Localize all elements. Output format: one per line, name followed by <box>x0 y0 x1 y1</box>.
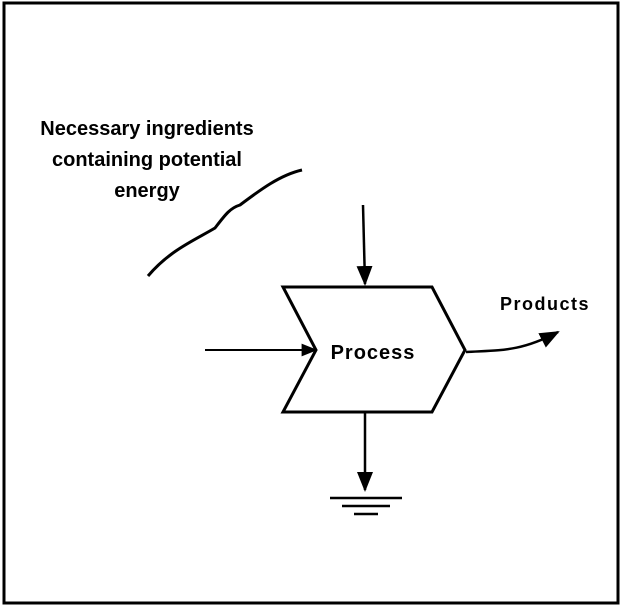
arrow-products <box>465 330 560 354</box>
process-label: Process <box>331 342 416 364</box>
label-line: containing potential <box>52 149 242 171</box>
products-label: Products <box>500 294 590 314</box>
pointer-curve <box>146 168 303 277</box>
label-line: energy <box>114 180 180 202</box>
arrow-top <box>356 204 373 286</box>
label-line: Necessary ingredients <box>40 118 253 140</box>
process-shape <box>280 285 467 414</box>
